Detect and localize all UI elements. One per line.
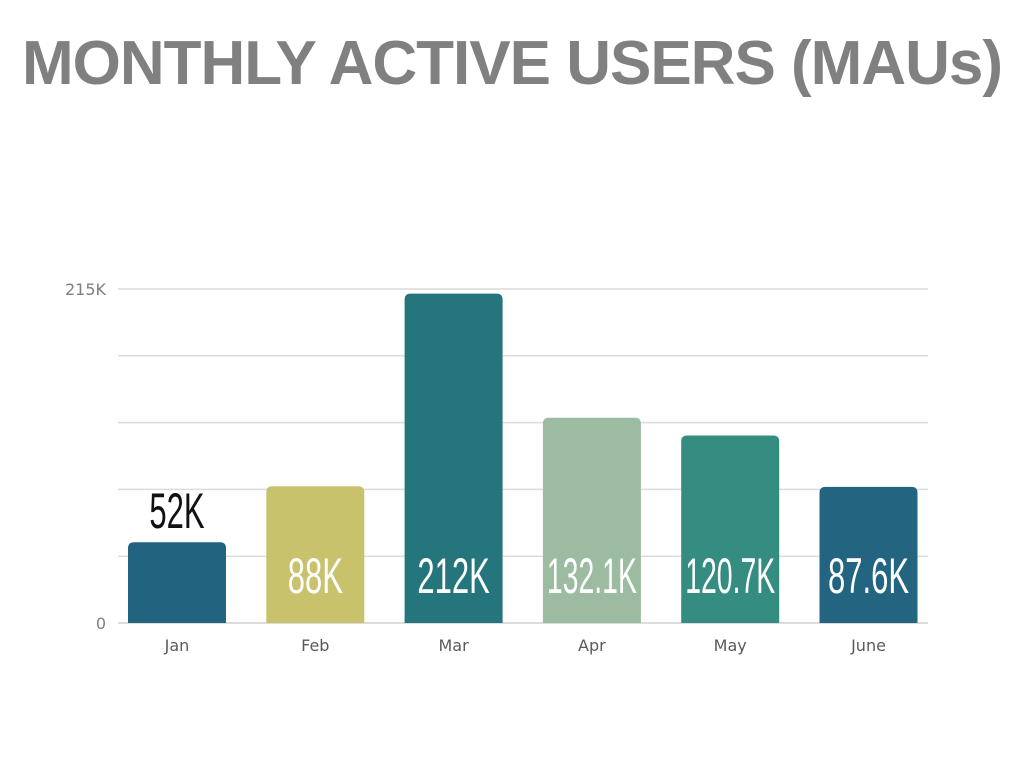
chart-title: MONTHLY ACTIVE USERS (MAUs): [21, 29, 1003, 98]
y-axis-ticks: 0 215K: [65, 280, 107, 633]
x-tick-label: Feb: [301, 636, 329, 655]
x-tick-label: Apr: [578, 636, 606, 655]
data-label-june: 87.6K: [828, 548, 909, 604]
x-tick-label: June: [850, 636, 886, 655]
data-label-jan: 52K: [149, 483, 204, 539]
bar-may: [681, 435, 780, 623]
y-tick-label: 0: [96, 614, 106, 633]
data-label-mar: 212K: [417, 548, 489, 604]
x-axis-ticks: Jan Feb Mar Apr May June: [164, 636, 886, 655]
data-label-feb: 88K: [288, 548, 343, 604]
bar-mar: [404, 293, 503, 623]
x-tick-label: Mar: [439, 636, 470, 655]
bar-apr: [542, 417, 641, 623]
bars: [128, 293, 918, 623]
data-label-apr: 132.1K: [547, 548, 637, 604]
x-tick-label: Jan: [164, 636, 190, 655]
bar-june: [819, 486, 918, 623]
data-labels: 52K 88K 212K 132.1K 120.7K 87.6K: [149, 483, 909, 604]
data-label-may: 120.7K: [685, 548, 775, 604]
gridlines: [118, 288, 928, 624]
y-tick-label: 215K: [65, 280, 107, 299]
bar-feb: [266, 486, 365, 623]
x-tick-label: May: [714, 636, 747, 655]
bar-jan: [128, 542, 226, 623]
